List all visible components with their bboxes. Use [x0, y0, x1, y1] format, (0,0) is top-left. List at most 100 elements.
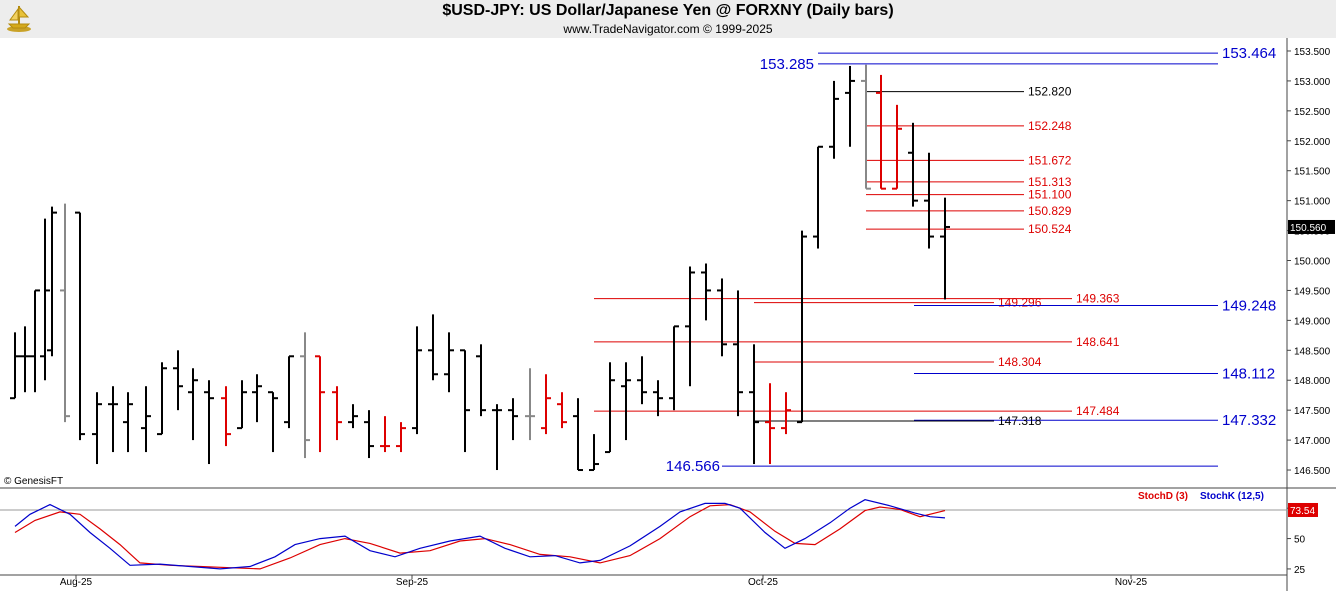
level-label: 146.566 — [666, 458, 720, 475]
stochastic-axis: 75502573.54 — [0, 502, 1318, 576]
price-bars — [10, 64, 950, 472]
legend-stochd: StochD (3) — [1138, 491, 1188, 502]
ohlc-bar — [749, 344, 759, 465]
ohlc-bar — [444, 332, 454, 393]
price-tick-label: 148.000 — [1294, 376, 1331, 387]
level-label: 149.248 — [1222, 298, 1276, 315]
level-label: 148.304 — [998, 355, 1042, 369]
price-tick-label: 146.500 — [1294, 466, 1331, 477]
ohlc-bar — [20, 326, 30, 393]
stoch-series-line — [14, 503, 946, 570]
price-tick-label: 148.500 — [1294, 346, 1331, 357]
copyright-label: © GenesisFT — [4, 476, 63, 487]
level-label: 151.100 — [1028, 188, 1072, 202]
level-label: 149.363 — [1076, 292, 1120, 306]
last-price-label: 150.560 — [1290, 223, 1327, 234]
level-label: 148.112 — [1222, 366, 1275, 383]
ohlc-bar — [541, 374, 551, 435]
ohlc-bar — [221, 386, 231, 447]
ohlc-bar — [829, 80, 839, 159]
ohlc-bar — [380, 416, 390, 453]
price-panel: 153.500 153.000 152.500 152.000 151.500 151.0… — [0, 38, 1336, 591]
ohlc-bar — [60, 203, 70, 423]
ohlc-bar — [621, 362, 631, 441]
price-axis-background — [1287, 38, 1336, 488]
level-label: 152.820 — [1028, 85, 1072, 99]
ohlc-bar — [141, 386, 151, 453]
ohlc-bar — [268, 391, 278, 453]
ohlc-bar — [92, 392, 102, 465]
ohlc-bar — [892, 104, 902, 190]
stochastic-legend: StochD (3) StochK (12,5) — [1138, 491, 1264, 502]
ohlc-bar — [315, 355, 325, 453]
date-tick-label: Aug-25 — [60, 577, 93, 588]
date-tick-label: Oct-25 — [748, 577, 778, 588]
level-label: 150.524 — [1028, 222, 1072, 236]
ohlc-bar — [40, 218, 50, 381]
ohlc-bar — [300, 332, 310, 459]
ohlc-bar — [364, 410, 374, 459]
ohlc-bar — [396, 422, 406, 453]
ohlc-bar — [123, 392, 133, 453]
stochastic-lines — [14, 499, 946, 570]
ohlc-bar — [332, 386, 342, 441]
ohlc-bar — [908, 122, 918, 207]
ohlc-bar — [75, 211, 85, 441]
price-tick-label: 153.500 — [1294, 47, 1331, 58]
stoch-series-line — [14, 499, 946, 570]
stoch-last-marker — [1288, 502, 1318, 517]
price-axis: 153.500 153.000 152.500 152.000 151.500 151.0… — [1286, 38, 1336, 591]
ohlc-bar — [492, 404, 502, 471]
ohlc-bar — [813, 145, 823, 249]
ohlc-bar — [428, 314, 438, 381]
ohlc-bar — [653, 380, 663, 417]
price-tick-label: 151.000 — [1294, 197, 1331, 208]
last-price-marker — [1288, 219, 1335, 234]
chart-canvas: 153.500 153.000 152.500 152.000 151.500 151.0… — [0, 38, 1336, 591]
fib-levels: 153.464 153.285 152.820 152.248 151.672 151.3… — [594, 45, 1276, 475]
price-tick-label: 147.500 — [1294, 406, 1331, 417]
level-label: 153.285 — [760, 56, 814, 73]
ohlc-bar — [204, 380, 214, 465]
ohlc-bar — [108, 386, 118, 453]
ohlc-bar — [797, 230, 807, 424]
level-label: 152.248 — [1028, 119, 1072, 133]
ohlc-bar — [924, 152, 934, 249]
ohlc-bar — [781, 392, 791, 435]
ohlc-bar — [10, 332, 20, 400]
ohlc-bar — [30, 289, 40, 393]
level-label: 153.464 — [1222, 45, 1276, 62]
ohlc-bar — [637, 356, 647, 405]
ohlc-bar — [605, 362, 615, 454]
ohlc-bar — [876, 74, 886, 190]
price-plot-area — [0, 38, 1287, 488]
price-tick-label: 152.500 — [1294, 107, 1331, 118]
ohlc-bar — [940, 197, 950, 300]
date-tick-label: Sep-25 — [396, 577, 429, 588]
level-label: 148.641 — [1076, 335, 1120, 349]
stoch-last-label: 73.54 — [1290, 506, 1315, 517]
ohlc-bar — [412, 326, 422, 435]
price-tick-label: 153.000 — [1294, 77, 1331, 88]
price-tick-label: 147.000 — [1294, 436, 1331, 447]
trade-navigator-logo — [7, 5, 31, 32]
ohlc-bar — [157, 362, 167, 436]
level-label: 151.672 — [1028, 153, 1072, 167]
chart-subtitle: www.TradeNavigator.com © 1999-2025 — [563, 22, 773, 36]
ohlc-bar — [589, 434, 599, 472]
price-tick-label: 149.500 — [1294, 286, 1331, 297]
ohlc-bar — [717, 278, 727, 357]
ohlc-bar — [765, 383, 775, 465]
stochastic-panel: 75502573.54 StochD (3)StochK (12,5) — [0, 491, 1318, 576]
date-tick-label: Nov-25 — [1115, 577, 1148, 588]
level-label: 149.296 — [998, 296, 1042, 310]
level-label: 147.318 — [998, 414, 1042, 428]
ohlc-bar — [348, 404, 358, 429]
ohlc-bar — [284, 355, 294, 429]
ohlc-bar — [237, 380, 247, 430]
stoch-tick-label: 25 — [1294, 565, 1306, 576]
level-label: 147.332 — [1222, 412, 1276, 429]
price-tick-label: 151.500 — [1294, 167, 1331, 178]
level-label: 147.484 — [1076, 404, 1120, 418]
ohlc-bar — [476, 344, 486, 417]
